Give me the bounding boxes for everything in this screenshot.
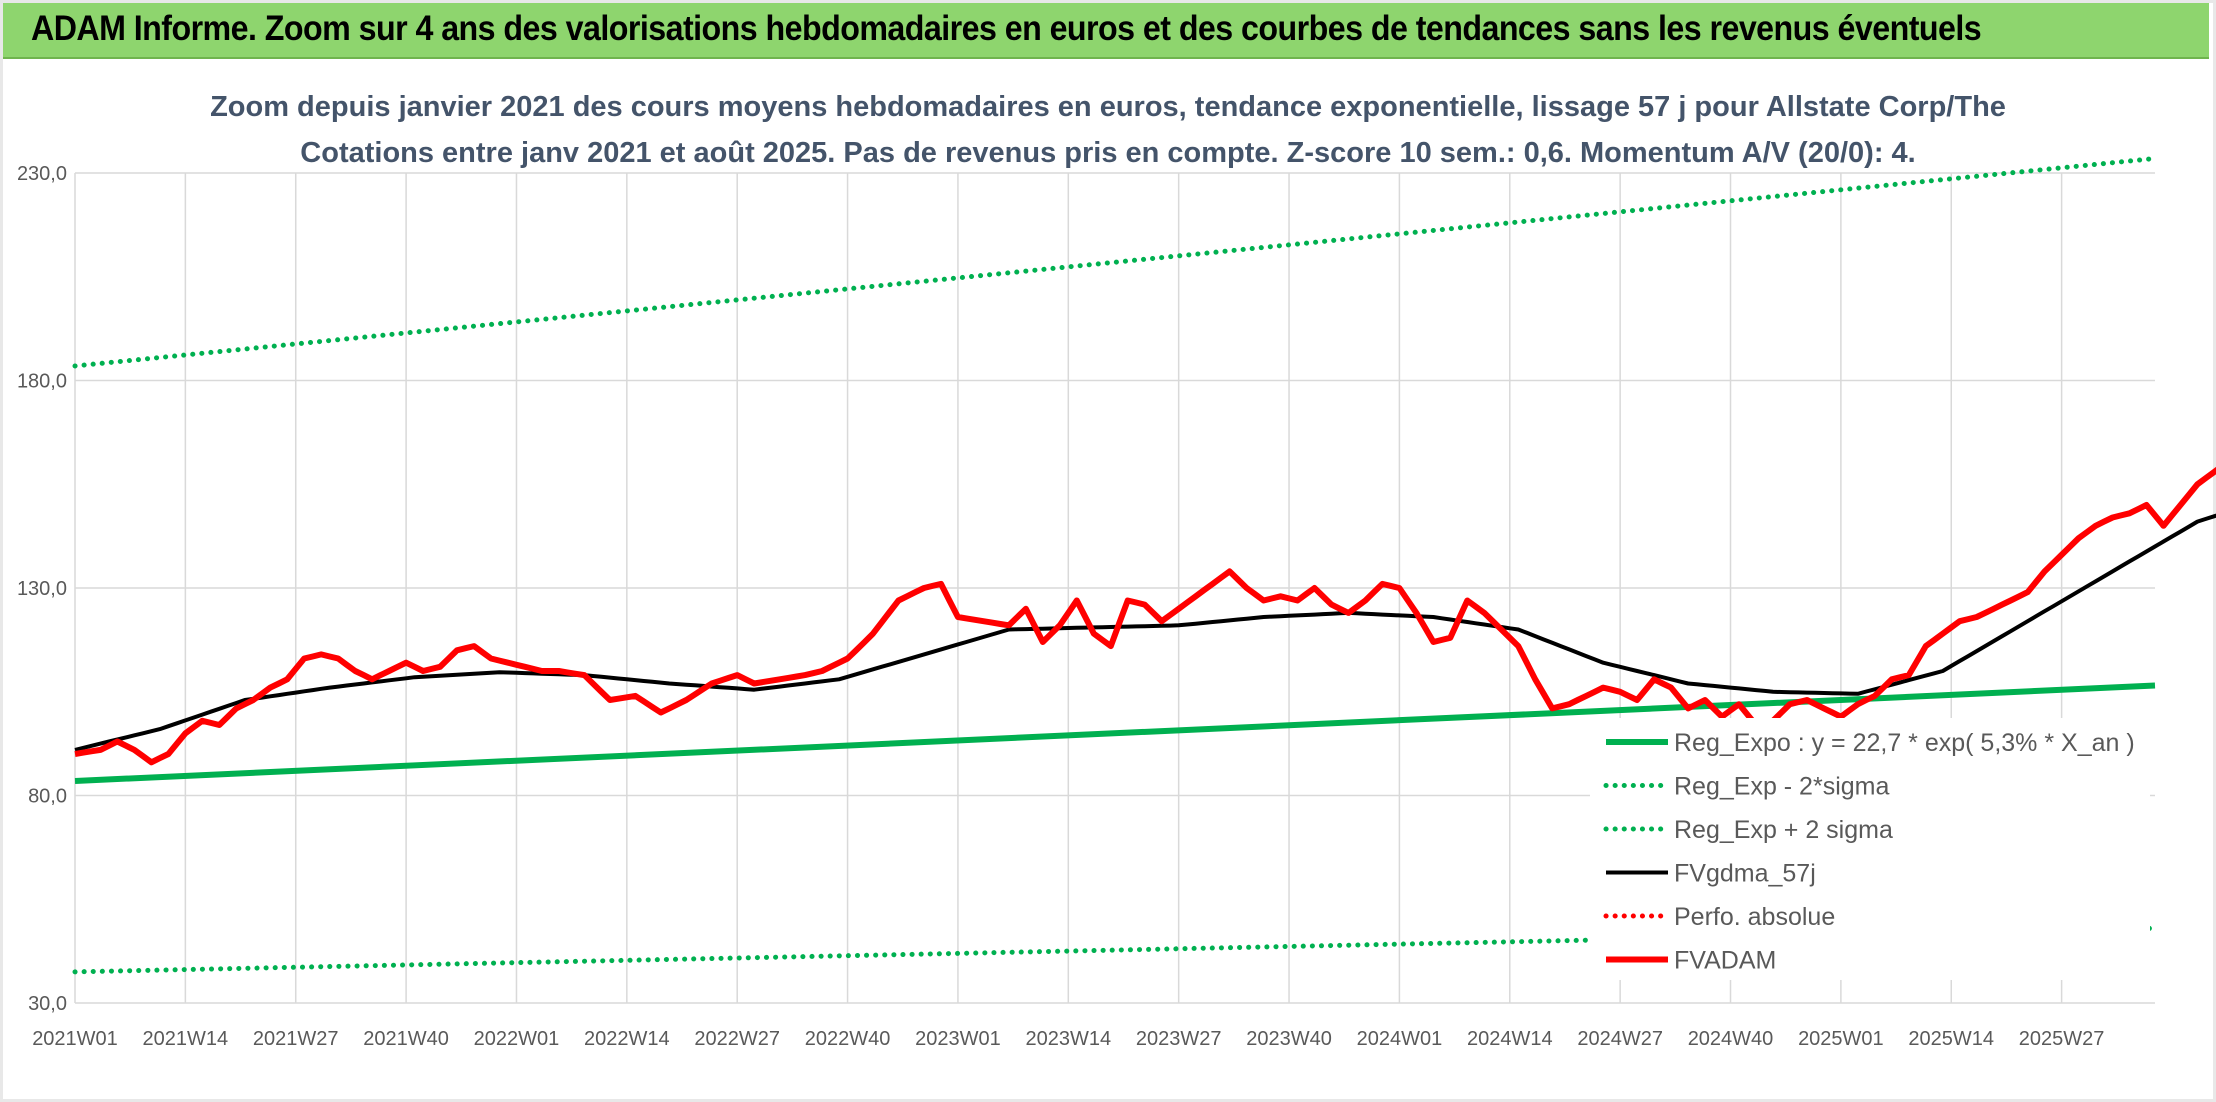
- series-lines: [72, 155, 2216, 975]
- series-line-reg-exp-2-sigma: [72, 155, 2158, 369]
- x-tick-label: 2025W14: [1908, 1028, 1994, 1050]
- x-tick-label: 2023W01: [915, 1028, 1001, 1050]
- report-header: ADAM Informe. Zoom sur 4 ans des valoris…: [3, 3, 2209, 59]
- x-tick-label: 2022W01: [474, 1028, 560, 1050]
- series-line-fvgdma-57j: [74, 513, 2216, 752]
- x-tick-label: 2025W01: [1798, 1028, 1884, 1050]
- x-tick-label: 2024W27: [1577, 1028, 1663, 1050]
- report-title: ADAM Informe. Zoom sur 4 ans des valoris…: [31, 9, 1982, 48]
- x-tick-label: 2023W27: [1136, 1028, 1222, 1050]
- x-tick-label: 2021W27: [253, 1028, 339, 1050]
- y-tick-label: 130,0: [17, 578, 67, 600]
- x-tick-label: 2021W40: [363, 1028, 449, 1050]
- y-tick-label: 180,0: [17, 371, 67, 393]
- y-tick-label: 230,0: [17, 163, 67, 185]
- y-tick-label: 30,0: [28, 993, 67, 1015]
- legend-label-reg-expo-y-22-7-exp-5-3-x-an: Reg_Expo : y = 22,7 * exp( 5,3% * X_an ): [1674, 729, 2135, 757]
- legend-label-fvadam: FVADAM: [1674, 947, 1776, 975]
- axis-labels: 230,0 180,0 130,0 80,0 30,0 2021W01 2021W14 202…: [17, 163, 2104, 1050]
- legend: Reg_Expo : y = 22,7 * exp( 5,3% * X_an )…: [1590, 718, 2150, 980]
- x-tick-label: 2025W27: [2019, 1028, 2105, 1050]
- x-tick-label: 2021W14: [143, 1028, 229, 1050]
- series-line-reg-exp-2-sigma: [72, 925, 2158, 975]
- x-tick-label: 2022W27: [694, 1028, 780, 1050]
- legend-background: [1590, 718, 2150, 980]
- x-tick-label: 2022W40: [805, 1028, 891, 1050]
- x-tick-label: 2023W40: [1246, 1028, 1332, 1050]
- legend-label-fvgdma-57j: FVgdma_57j: [1674, 860, 1816, 888]
- x-tick-label: 2024W01: [1357, 1028, 1443, 1050]
- x-tick-label: 2022W14: [584, 1028, 670, 1050]
- chart-title: Zoom depuis janvier 2021 des cours moyen…: [210, 91, 2006, 123]
- legend-label-reg-exp-2-sigma: Reg_Exp - 2*sigma: [1674, 773, 1889, 801]
- x-tick-label: 2024W40: [1688, 1028, 1774, 1050]
- x-tick-label: 2024W14: [1467, 1028, 1553, 1050]
- y-tick-label: 80,0: [28, 786, 67, 808]
- chart-subtitle: Cotations entre janv 2021 et août 2025. …: [300, 137, 1915, 169]
- series-line-fvadam: [74, 466, 2216, 766]
- x-tick-label: 2023W14: [1025, 1028, 1111, 1050]
- x-tick-label: 2021W01: [32, 1028, 118, 1050]
- legend-label-reg-exp-2-sigma: Reg_Exp + 2 sigma: [1674, 816, 1893, 844]
- legend-label-perfo-absolue: Perfo. absolue: [1674, 903, 1835, 931]
- grid-lines: [74, 172, 2155, 1004]
